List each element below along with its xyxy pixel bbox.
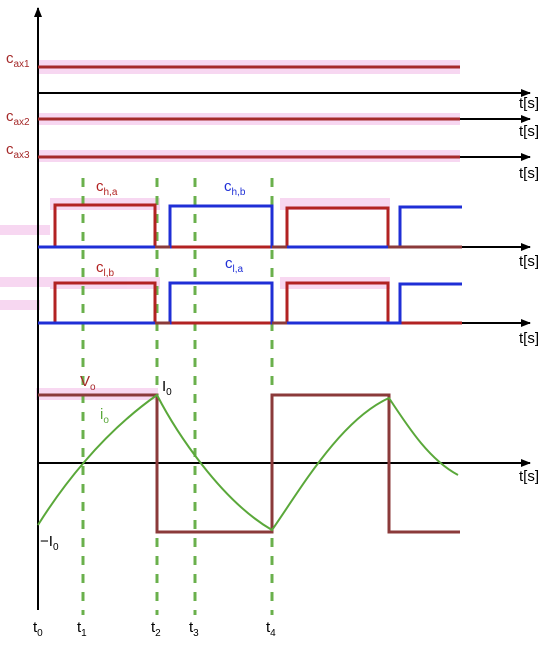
t-axis-label-4: t[s] xyxy=(519,253,539,270)
signal-vo xyxy=(38,393,460,534)
label-c-ax1: cax1 xyxy=(6,50,30,70)
highlight-glows xyxy=(0,60,460,400)
t-axis-label-2: t[s] xyxy=(519,123,539,140)
t-axis-label-6: t[s] xyxy=(519,468,539,485)
label-i0-neg: −I0 xyxy=(40,533,59,553)
label-t3: t3 xyxy=(189,619,199,639)
label-t2: t2 xyxy=(151,619,161,639)
label-t0: t0 xyxy=(33,619,43,639)
signal-io xyxy=(37,393,459,532)
signal-c-hb xyxy=(38,204,462,249)
signal-c-ha xyxy=(38,203,462,249)
label-t1: t1 xyxy=(77,619,87,639)
label-i0-top: I0 xyxy=(162,378,172,398)
t-axis-label-3: t[s] xyxy=(519,165,539,182)
label-c-ha: ch,a xyxy=(96,178,118,198)
label-c-ax2: cax2 xyxy=(6,108,30,128)
aux-signals xyxy=(38,65,460,159)
label-c-lb: cl,b xyxy=(96,259,115,279)
label-c-la: cl,a xyxy=(225,255,244,275)
label-io: io xyxy=(100,406,109,426)
t-axis-label-5: t[s] xyxy=(519,330,539,347)
t-axis-label-1: t[s] xyxy=(519,95,539,112)
label-vo: Vo xyxy=(80,373,96,393)
label-c-hb: ch,b xyxy=(224,178,246,198)
labels: cax1 cax2 cax3 ch,a ch,b cl,b cl,a Vo io… xyxy=(6,50,539,639)
label-c-ax3: cax3 xyxy=(6,141,30,161)
label-t4: t4 xyxy=(266,619,276,639)
signal-c-lb xyxy=(38,281,462,325)
